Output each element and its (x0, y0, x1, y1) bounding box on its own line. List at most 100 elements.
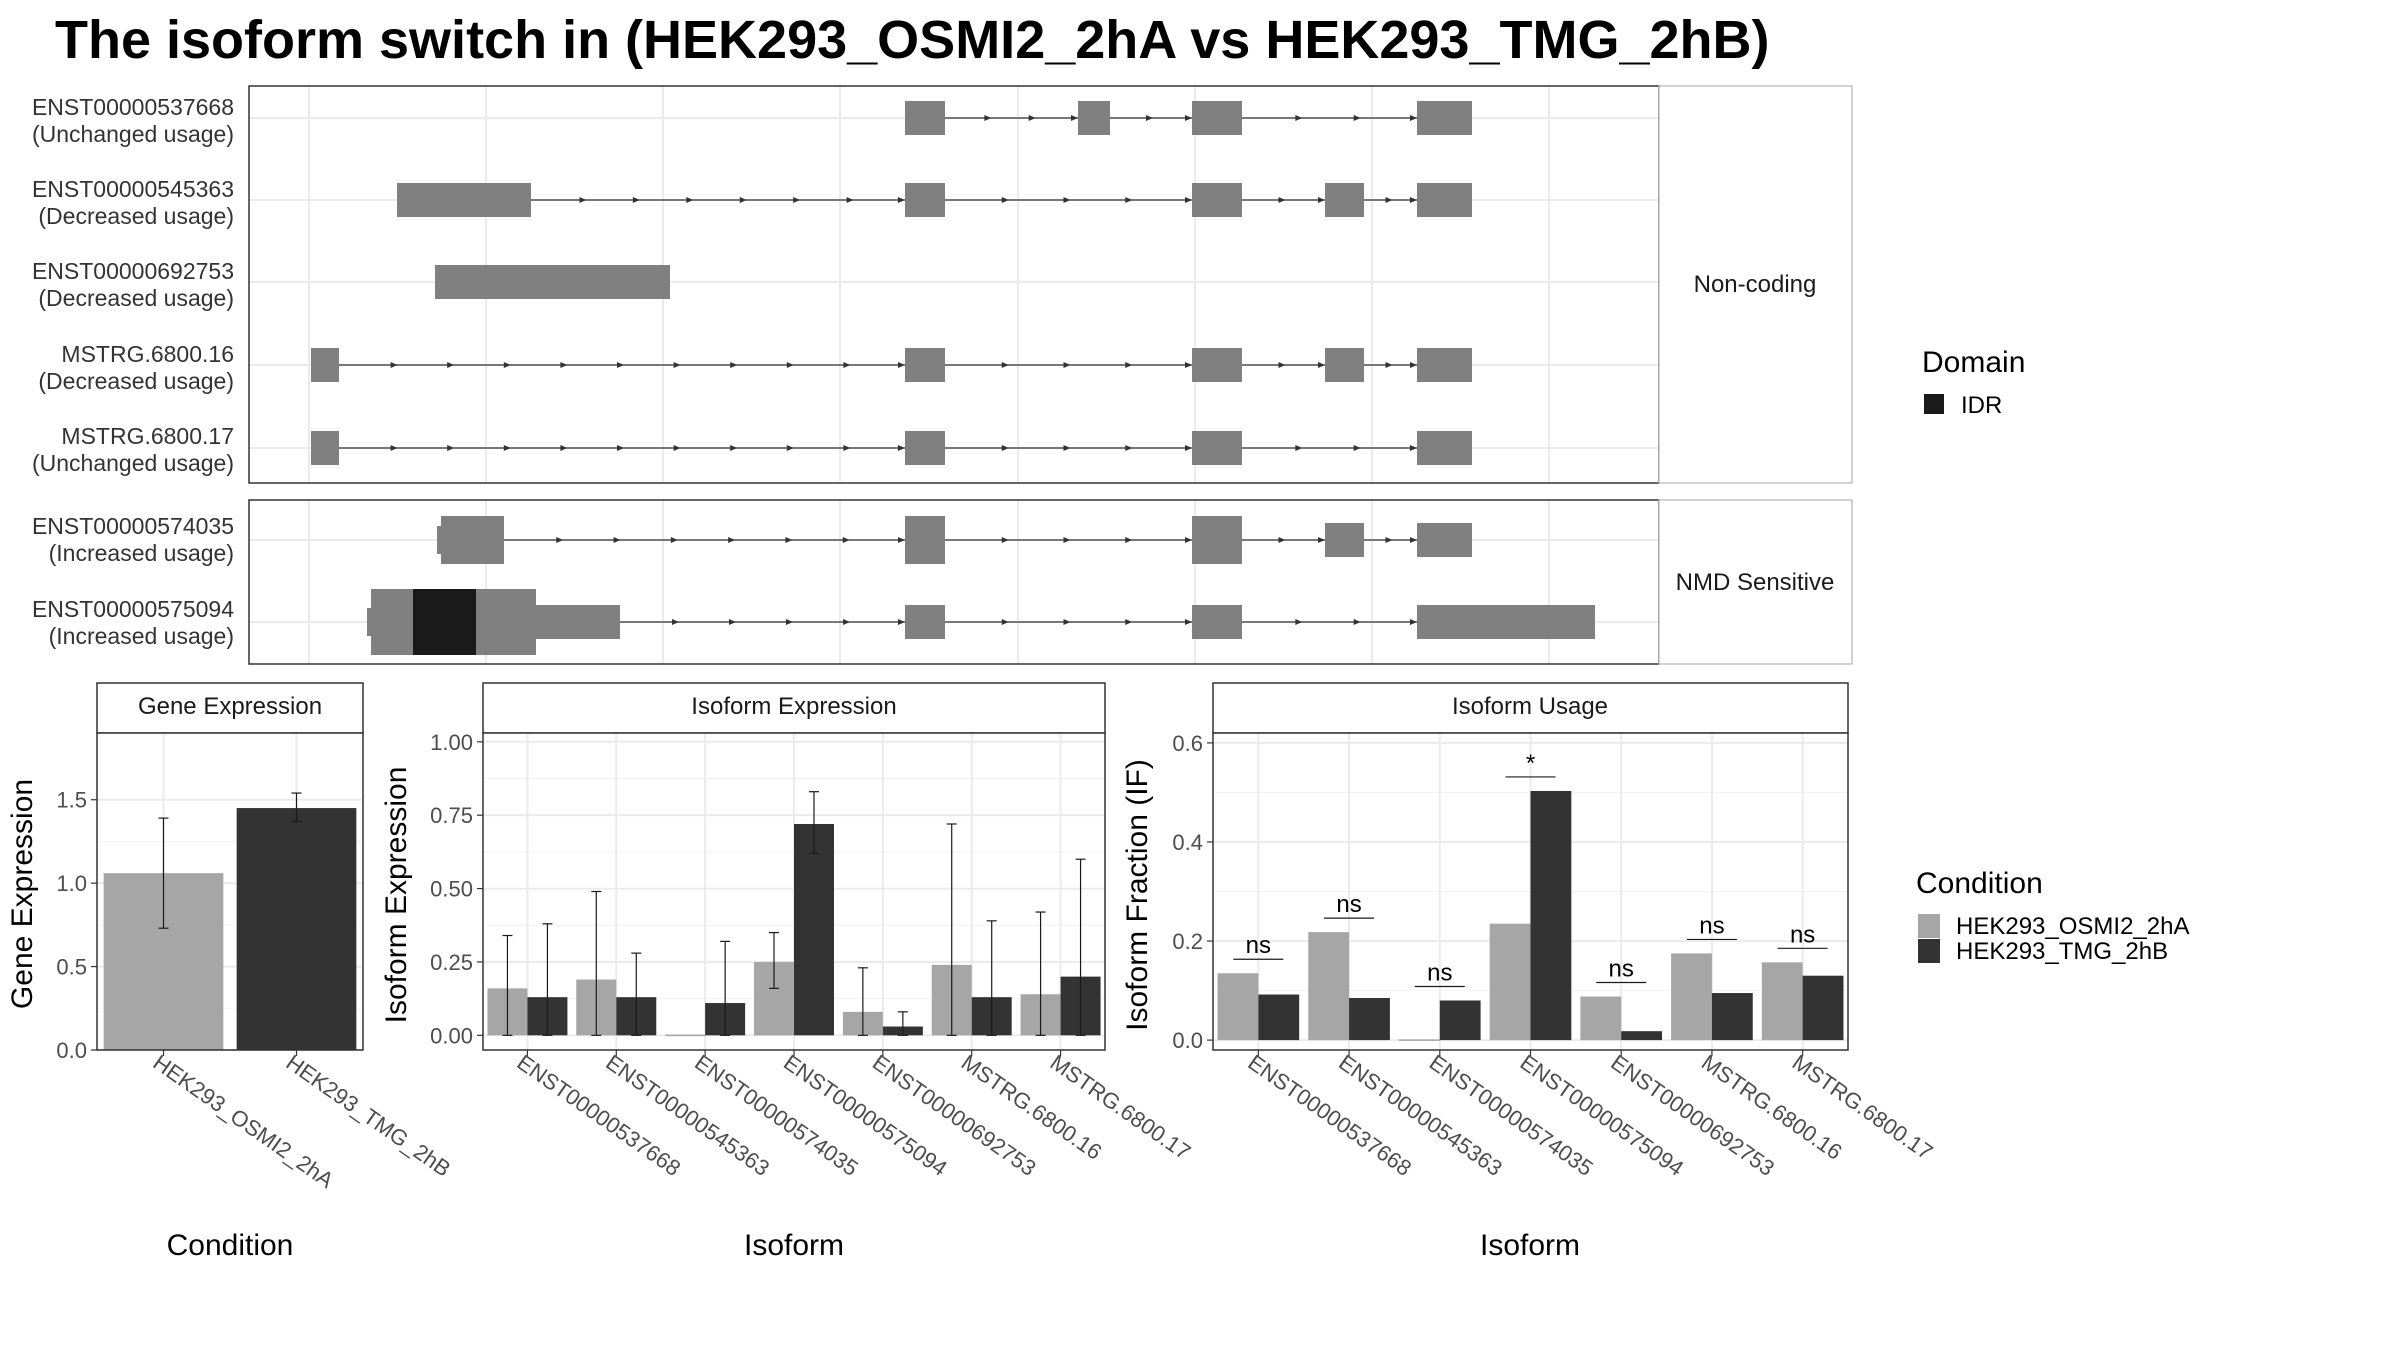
noncoding-transcripts (311, 101, 1472, 465)
intron-arrow (1385, 537, 1393, 543)
intron-arrow (898, 197, 905, 203)
intron-arrow (1125, 197, 1133, 203)
intron-arrow (390, 445, 398, 451)
intron-arrow (1063, 362, 1071, 368)
exon (1192, 183, 1242, 217)
intron-arrow (898, 537, 905, 543)
bar (1621, 1031, 1663, 1041)
condition-legend: Condition HEK293_OSMI2_2hA HEK293_TMG_2h… (1916, 867, 2189, 965)
exon (1417, 101, 1472, 135)
isoform-usage-chart: Isoform Usage Isoform Isoform Fraction (… (1121, 682, 1937, 1262)
condition-a-legend-key (1918, 914, 1940, 938)
intron-arrow (1063, 445, 1071, 451)
y-tick-label: 0.25 (430, 950, 473, 975)
nmd-group-label: NMD Sensitive (1676, 569, 1835, 596)
gene-expression-strip-title: Gene Expression (138, 693, 322, 720)
intron-arrow (1318, 537, 1325, 543)
exon (311, 431, 339, 465)
intron-arrow (1385, 362, 1393, 368)
figure-title: The isoform switch in (HEK293_OSMI2_2hA … (55, 10, 1769, 70)
intron-arrow (1278, 537, 1286, 543)
transcript-id-label: ENST00000537668 (32, 94, 234, 120)
intron-arrow (613, 537, 621, 543)
domain-legend-title: Domain (1922, 346, 2025, 379)
intron-arrow (617, 362, 624, 368)
intron-arrow (1278, 197, 1286, 203)
isoform-expression-chart: Isoform Expression Isoform Isoform Expre… (380, 682, 1195, 1262)
condition-b-legend-key (1918, 939, 1940, 963)
condition-a-legend-label: HEK293_OSMI2_2hA (1956, 913, 2189, 940)
exon (1417, 183, 1472, 217)
y-tick-label: 1.00 (430, 730, 473, 755)
intron-arrow (1185, 537, 1192, 543)
isoform-expression-strip-title: Isoform Expression (691, 693, 896, 720)
intron-arrow (898, 445, 905, 451)
y-tick-label: 0.0 (56, 1038, 87, 1063)
intron-arrow (730, 445, 738, 451)
bar (236, 808, 357, 1050)
x-tick-label: ENST00000537668 (1243, 1050, 1416, 1181)
significance-label: ns (1790, 921, 1815, 948)
intron-arrow (1001, 197, 1009, 203)
intron-arrow (1001, 445, 1009, 451)
exon (905, 431, 945, 465)
y-tick-label: 0.2 (1172, 929, 1203, 954)
exon (1325, 523, 1364, 557)
intron-arrow (786, 619, 793, 625)
intron-arrow (785, 537, 793, 543)
bar (1308, 932, 1350, 1041)
intron-arrow (447, 445, 455, 451)
exon (1192, 431, 1242, 465)
intron-arrow (632, 197, 640, 203)
bar (1580, 996, 1622, 1041)
bar (1349, 997, 1390, 1041)
intron-arrow (1185, 362, 1192, 368)
intron-arrow (1185, 619, 1192, 625)
bar (1530, 790, 1572, 1041)
intron-arrow (1410, 197, 1417, 203)
intron-arrow (1353, 619, 1361, 625)
intron-arrow (1318, 362, 1325, 368)
x-tick-label: ENST00000692753 (868, 1050, 1041, 1181)
isoform-expression-x-title: Isoform (744, 1229, 844, 1262)
transcript-usage-label: (Unchanged usage) (32, 450, 234, 476)
y-tick-label: 1.0 (56, 871, 87, 896)
isoform-usage-y-title: Isoform Fraction (IF) (1121, 759, 1154, 1031)
x-tick-label: ENST00000574035 (1425, 1050, 1598, 1181)
bar (1258, 994, 1300, 1041)
bar (1489, 923, 1531, 1041)
intron-arrow (1295, 619, 1303, 625)
significance-label: * (1526, 750, 1535, 777)
significance-label: ns (1246, 932, 1271, 959)
y-tick-label: 0.0 (1172, 1028, 1203, 1053)
idr-domain (413, 589, 476, 655)
exon (1192, 605, 1242, 639)
gene-expression-y-title: Gene Expression (6, 779, 39, 1009)
intron-arrow (1125, 537, 1133, 543)
exon (311, 348, 339, 382)
transcript-id-label: MSTRG.6800.16 (61, 341, 234, 367)
transcript-usage-label: (Increased usage) (49, 540, 234, 566)
intron-arrow (846, 197, 854, 203)
exon (1325, 348, 1364, 382)
intron-arrow (1063, 197, 1071, 203)
x-tick-label: ENST00000545363 (601, 1050, 774, 1181)
exon (1417, 605, 1595, 639)
coding-exon (441, 516, 504, 564)
intron-arrow (1028, 115, 1036, 121)
intron-arrow (1410, 362, 1417, 368)
intron-arrow (1278, 362, 1286, 368)
intron-arrow (984, 115, 992, 121)
x-tick-label: ENST00000537668 (513, 1050, 686, 1181)
intron-arrow (670, 537, 678, 543)
panel-strip (1212, 682, 1849, 734)
significance-label: ns (1336, 891, 1361, 918)
condition-legend-title: Condition (1916, 867, 2043, 900)
intron-arrow (793, 197, 801, 203)
significance-label: ns (1427, 959, 1452, 986)
intron-arrow (503, 445, 511, 451)
exon (1417, 348, 1472, 382)
x-tick-label: ENST00000692753 (1606, 1050, 1779, 1181)
y-tick-label: 1.5 (56, 788, 87, 813)
